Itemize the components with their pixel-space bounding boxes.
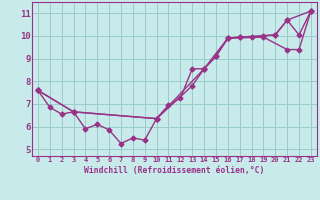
X-axis label: Windchill (Refroidissement éolien,°C): Windchill (Refroidissement éolien,°C) <box>84 166 265 175</box>
